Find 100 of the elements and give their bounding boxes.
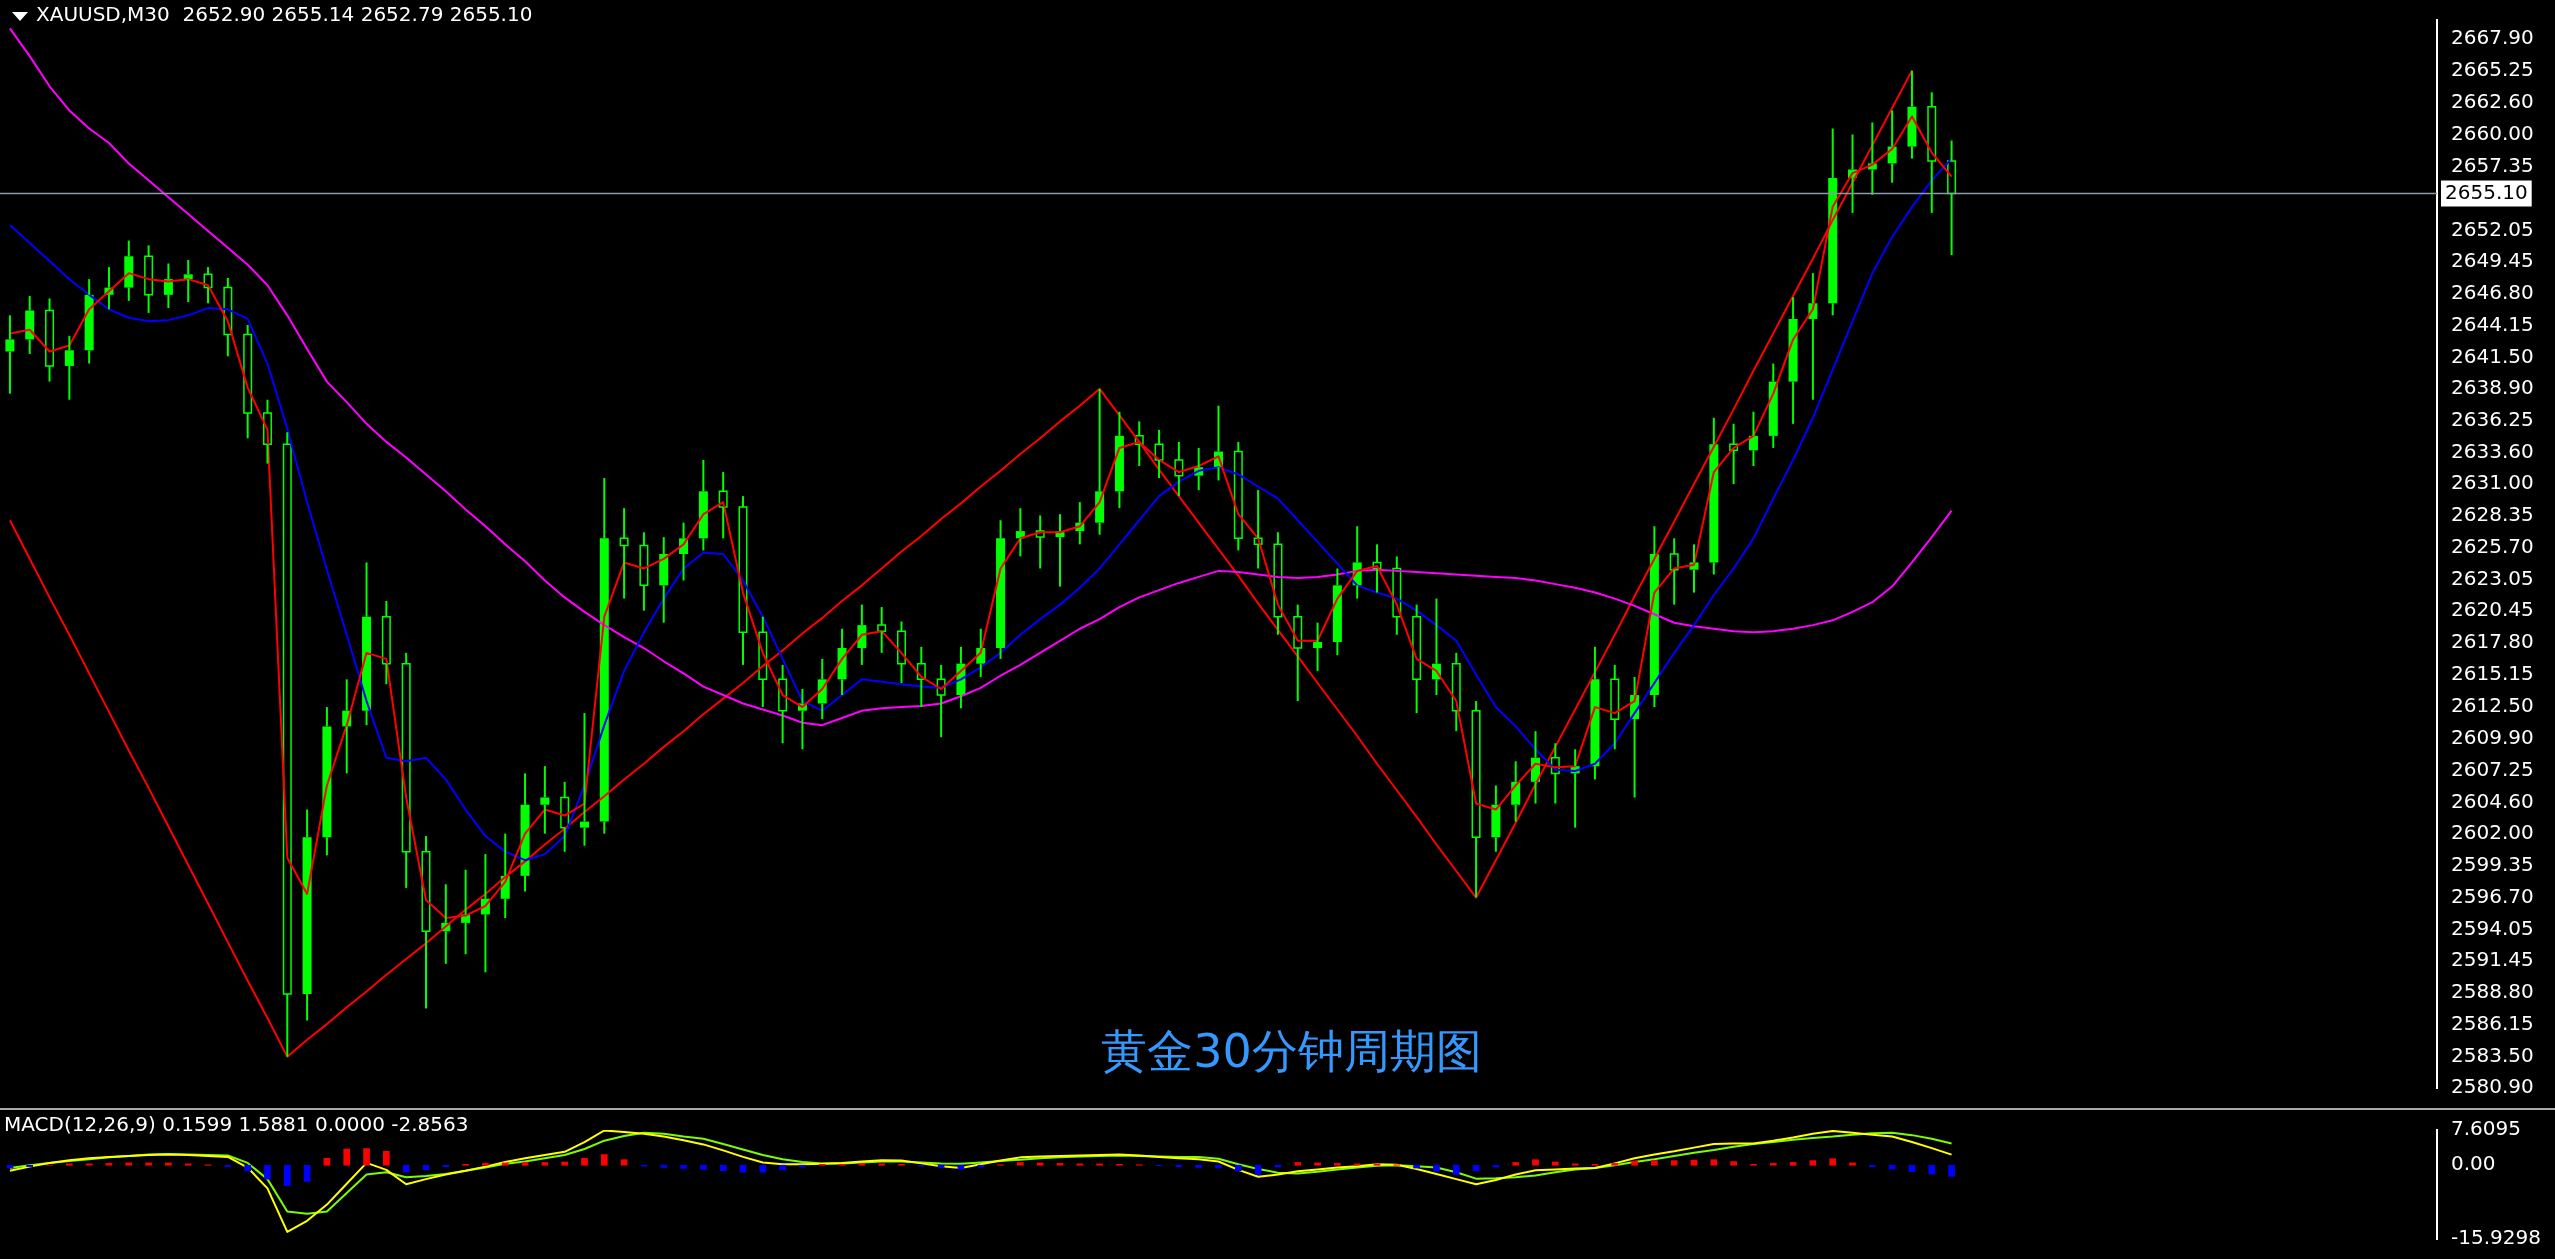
candlestick — [1947, 139, 1957, 257]
candlestick — [1253, 489, 1263, 570]
candlestick — [1134, 420, 1144, 468]
candlestick — [1174, 440, 1184, 498]
bar — [1452, 1164, 1460, 1175]
bar — [1254, 1164, 1262, 1175]
candlestick — [1709, 416, 1719, 576]
candlestick — [84, 278, 94, 365]
candlestick — [1907, 69, 1917, 160]
bar — [1017, 1162, 1024, 1166]
y-tick-label: 2623.05 — [2451, 566, 2534, 591]
bar — [482, 1163, 489, 1166]
bar — [1433, 1164, 1440, 1172]
candlestick — [579, 712, 589, 847]
candlestick — [718, 471, 728, 540]
bar — [303, 1164, 311, 1182]
bar — [1849, 1162, 1856, 1166]
y-tick-label: 2615.15 — [2451, 661, 2534, 686]
bar — [1928, 1164, 1936, 1175]
bar — [521, 1162, 529, 1166]
bar — [66, 1163, 73, 1166]
candlestick — [778, 663, 788, 745]
bar — [184, 1163, 192, 1166]
annotation: 黄金30分钟周期图 — [1101, 1023, 1482, 1078]
bar — [1809, 1160, 1817, 1166]
candlestick — [916, 645, 926, 709]
bar — [145, 1162, 152, 1166]
y-tick-label: 2660.00 — [2451, 120, 2534, 145]
bar — [739, 1164, 747, 1173]
candlestick — [401, 651, 411, 889]
candlestick — [1471, 700, 1481, 899]
candlestick — [599, 477, 609, 835]
bar — [878, 1163, 886, 1166]
y-tick-label: 2641.50 — [2451, 343, 2534, 368]
candlestick — [1035, 514, 1045, 570]
bar — [561, 1161, 568, 1166]
candlestick — [1372, 543, 1382, 594]
y-tick-label: 2602.00 — [2451, 819, 2534, 844]
candlestick — [1669, 537, 1679, 606]
candlestick — [1273, 531, 1283, 636]
candlestick — [1114, 410, 1124, 510]
y-tick-label: 2586.15 — [2451, 1010, 2534, 1035]
candlestick — [1412, 603, 1422, 715]
candlestick — [1154, 428, 1164, 480]
y-tick-label: 2583.50 — [2451, 1042, 2534, 1067]
bar — [1670, 1160, 1678, 1166]
candlestick — [282, 431, 292, 1058]
bar — [1769, 1163, 1777, 1166]
bar — [1710, 1159, 1718, 1166]
candlestick — [1332, 567, 1342, 657]
bar — [26, 1164, 34, 1167]
bar — [442, 1164, 450, 1167]
candlestick — [144, 244, 154, 314]
bar — [600, 1154, 608, 1166]
bar — [1234, 1164, 1242, 1172]
candlestick — [1451, 651, 1461, 733]
y-tick-label: 2607.25 — [2451, 756, 2534, 781]
y-tick-label: 2667.90 — [2451, 25, 2534, 50]
candlestick — [64, 334, 74, 401]
bar — [660, 1164, 668, 1168]
candlestick — [1768, 362, 1778, 449]
candlestick — [421, 835, 431, 1010]
bar — [283, 1164, 291, 1186]
bar — [501, 1162, 509, 1166]
bar — [1631, 1160, 1638, 1166]
y-tick-label: 2633.60 — [2451, 438, 2534, 463]
candlestick — [1491, 784, 1501, 853]
bar — [1512, 1162, 1520, 1166]
bar — [937, 1164, 945, 1168]
bar — [620, 1159, 628, 1166]
y-tick-label: 2636.25 — [2451, 407, 2534, 431]
candlestick — [936, 663, 946, 739]
bar — [1690, 1159, 1698, 1166]
candlestick — [302, 808, 312, 1022]
candlestick — [1788, 296, 1798, 425]
candlestick — [262, 398, 272, 465]
candlestick — [896, 620, 906, 684]
y-tick-label: 2591.45 — [2451, 947, 2534, 972]
bar — [719, 1164, 727, 1172]
y-tick-label: 2609.90 — [2451, 724, 2534, 749]
candlestick — [243, 323, 253, 440]
candlestick — [540, 765, 550, 835]
candlestick — [1392, 555, 1402, 636]
bar — [759, 1164, 767, 1173]
bar — [1096, 1163, 1103, 1166]
candlestick — [183, 258, 193, 304]
bar — [1036, 1162, 1044, 1166]
bar — [1076, 1163, 1084, 1166]
y-tick-label: 2657.35 — [2451, 152, 2534, 177]
bar — [264, 1164, 271, 1180]
y-tick-label: 2649.45 — [2451, 247, 2534, 272]
y-tick-label: 2631.00 — [2451, 470, 2534, 495]
y-tick-label: 2599.35 — [2451, 851, 2534, 876]
y-tick-label: 2665.25 — [2451, 57, 2534, 82]
candlestick — [619, 507, 629, 600]
candlestick — [1610, 663, 1620, 751]
candlestick — [659, 536, 669, 624]
y-tick-label: 2604.60 — [2451, 788, 2534, 813]
bar — [323, 1157, 331, 1166]
bar — [1730, 1161, 1737, 1166]
